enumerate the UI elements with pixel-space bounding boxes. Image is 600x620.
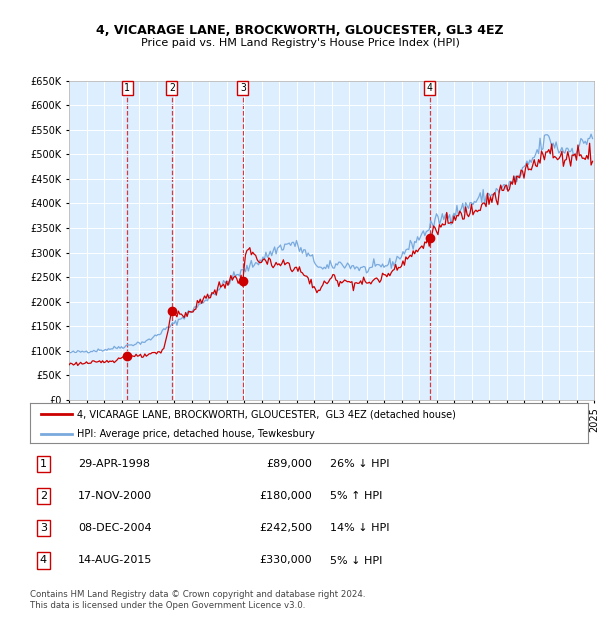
Text: 26% ↓ HPI: 26% ↓ HPI [330, 459, 389, 469]
Text: 5% ↑ HPI: 5% ↑ HPI [330, 491, 382, 501]
Text: 4: 4 [40, 556, 47, 565]
Text: 14-AUG-2015: 14-AUG-2015 [78, 556, 152, 565]
Text: 3: 3 [40, 523, 47, 533]
Text: 08-DEC-2004: 08-DEC-2004 [78, 523, 152, 533]
Text: 4, VICARAGE LANE, BROCKWORTH, GLOUCESTER,  GL3 4EZ (detached house): 4, VICARAGE LANE, BROCKWORTH, GLOUCESTER… [77, 409, 457, 419]
Text: 4: 4 [427, 83, 433, 93]
Text: 17-NOV-2000: 17-NOV-2000 [78, 491, 152, 501]
Text: Price paid vs. HM Land Registry's House Price Index (HPI): Price paid vs. HM Land Registry's House … [140, 38, 460, 48]
Text: 4, VICARAGE LANE, BROCKWORTH, GLOUCESTER, GL3 4EZ: 4, VICARAGE LANE, BROCKWORTH, GLOUCESTER… [96, 24, 504, 37]
Text: 5% ↓ HPI: 5% ↓ HPI [330, 556, 382, 565]
Text: Contains HM Land Registry data © Crown copyright and database right 2024.
This d: Contains HM Land Registry data © Crown c… [30, 590, 365, 609]
Text: 1: 1 [124, 83, 130, 93]
Text: 1: 1 [40, 459, 47, 469]
Text: £330,000: £330,000 [259, 556, 312, 565]
Text: 14% ↓ HPI: 14% ↓ HPI [330, 523, 389, 533]
Text: 3: 3 [240, 83, 246, 93]
Text: 2: 2 [169, 83, 175, 93]
Text: £242,500: £242,500 [259, 523, 312, 533]
Text: HPI: Average price, detached house, Tewkesbury: HPI: Average price, detached house, Tewk… [77, 430, 315, 440]
Text: 2: 2 [40, 491, 47, 501]
Text: 29-APR-1998: 29-APR-1998 [78, 459, 150, 469]
Text: £89,000: £89,000 [266, 459, 312, 469]
Text: £180,000: £180,000 [259, 491, 312, 501]
